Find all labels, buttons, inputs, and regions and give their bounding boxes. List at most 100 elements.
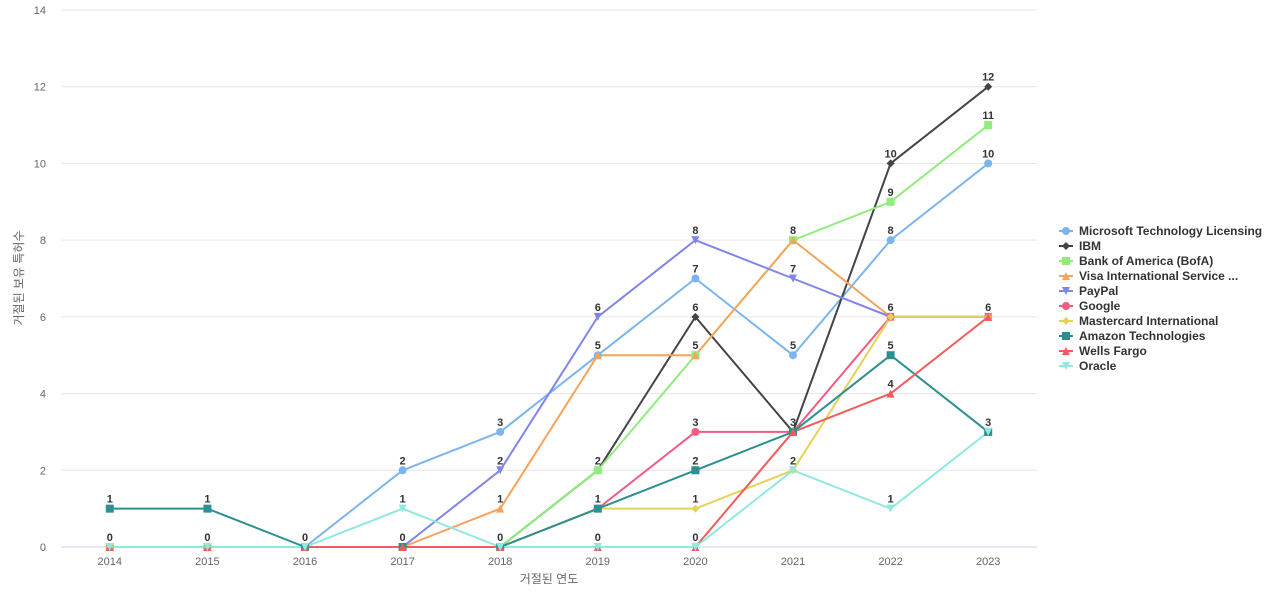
data-label: 7 bbox=[692, 264, 698, 276]
data-label: 8 bbox=[888, 225, 894, 237]
data-label: 0 bbox=[204, 532, 210, 544]
data-label: 2 bbox=[790, 455, 796, 467]
data-point bbox=[105, 504, 114, 513]
data-point bbox=[593, 351, 602, 360]
legend-label: IBM bbox=[1079, 239, 1101, 253]
data-point bbox=[886, 504, 895, 513]
series-line bbox=[108, 124, 990, 548]
data-label: 3 bbox=[497, 417, 503, 429]
legend-label: Google bbox=[1079, 299, 1121, 313]
legend-item[interactable]: Oracle bbox=[1059, 359, 1117, 373]
data-label: 1 bbox=[107, 494, 113, 506]
data-label: 0 bbox=[497, 532, 503, 544]
data-point bbox=[886, 236, 895, 245]
y-tick-label: 4 bbox=[40, 389, 46, 401]
data-point bbox=[398, 504, 407, 513]
data-label: 0 bbox=[107, 532, 113, 544]
legend-item[interactable]: IBM bbox=[1059, 239, 1101, 253]
data-label: 0 bbox=[692, 532, 698, 544]
data-label: 8 bbox=[790, 225, 796, 237]
legend-symbol bbox=[1062, 272, 1070, 280]
data-label: 5 bbox=[692, 340, 698, 352]
data-label: 1 bbox=[595, 494, 601, 506]
legend-symbol bbox=[1062, 227, 1070, 235]
data-label: 12 bbox=[982, 72, 994, 84]
data-label: 3 bbox=[692, 417, 698, 429]
data-point bbox=[984, 312, 993, 321]
y-tick-label: 10 bbox=[34, 158, 46, 170]
data-point bbox=[203, 543, 212, 551]
data-point bbox=[691, 351, 700, 360]
legend-item[interactable]: Bank of America (BofA) bbox=[1059, 254, 1213, 268]
data-label: 1 bbox=[888, 494, 894, 506]
y-tick-label: 12 bbox=[34, 82, 46, 94]
legend-symbol bbox=[1062, 332, 1070, 340]
legend-label: Amazon Technologies bbox=[1079, 329, 1206, 343]
data-point bbox=[789, 236, 797, 245]
data-label: 10 bbox=[884, 148, 896, 160]
legend-symbol bbox=[1062, 257, 1070, 265]
data-label: 0 bbox=[302, 532, 308, 544]
legend-label: Oracle bbox=[1079, 359, 1117, 373]
data-label: 9 bbox=[888, 187, 894, 199]
y-axis-ticks: 0 2 4 6 8 10 12 14 bbox=[34, 5, 46, 554]
legend-item[interactable]: Amazon Technologies bbox=[1059, 329, 1206, 343]
data-point bbox=[496, 504, 505, 513]
legend-label: PayPal bbox=[1079, 284, 1118, 298]
data-point bbox=[691, 466, 700, 475]
legend-symbol bbox=[1062, 362, 1070, 370]
data-label: 1 bbox=[497, 494, 503, 506]
data-point bbox=[691, 236, 700, 245]
legend-item[interactable]: Wells Fargo bbox=[1059, 344, 1147, 358]
data-label: 3 bbox=[790, 417, 796, 429]
data-point bbox=[984, 121, 993, 130]
series-lines bbox=[108, 85, 990, 548]
data-point bbox=[789, 274, 797, 283]
legend-symbol bbox=[1062, 287, 1070, 295]
data-point bbox=[886, 351, 895, 360]
data-point bbox=[593, 466, 602, 475]
data-label: 10 bbox=[982, 148, 994, 160]
data-point bbox=[203, 504, 212, 513]
data-label: 2 bbox=[400, 455, 406, 467]
series-line bbox=[108, 162, 990, 548]
legend-item[interactable]: Microsoft Technology Licensing bbox=[1059, 224, 1262, 238]
data-point bbox=[984, 82, 993, 91]
data-label: 2 bbox=[595, 455, 601, 467]
legend-item[interactable]: Mastercard International bbox=[1059, 314, 1218, 328]
data-label: 6 bbox=[595, 302, 601, 314]
data-point bbox=[886, 159, 895, 168]
data-label: 5 bbox=[888, 340, 894, 352]
data-label: 6 bbox=[888, 302, 894, 314]
series-markers bbox=[105, 82, 993, 551]
data-point bbox=[301, 543, 309, 551]
x-tick-label: 2017 bbox=[390, 556, 414, 568]
data-point bbox=[886, 312, 895, 321]
x-axis-ticks: 2014 2015 2016 2017 2018 2019 2020 2021 2022 2023 bbox=[98, 556, 1001, 568]
data-point bbox=[496, 466, 505, 475]
data-label: 5 bbox=[595, 340, 601, 352]
data-label: 3 bbox=[985, 417, 991, 429]
legend-label: Bank of America (BofA) bbox=[1079, 254, 1213, 268]
x-tick-label: 2022 bbox=[878, 556, 902, 568]
legend-item[interactable]: PayPal bbox=[1059, 284, 1118, 298]
x-tick-label: 2019 bbox=[586, 556, 610, 568]
data-point bbox=[593, 312, 602, 321]
y-tick-label: 8 bbox=[40, 235, 46, 247]
legend-item[interactable]: Google bbox=[1059, 299, 1121, 313]
data-point bbox=[593, 543, 602, 551]
legend-item[interactable]: Visa International Service ... bbox=[1059, 269, 1238, 283]
x-tick-label: 2016 bbox=[293, 556, 317, 568]
y-tick-label: 14 bbox=[34, 5, 46, 17]
data-point bbox=[984, 159, 993, 168]
data-point bbox=[789, 351, 797, 360]
x-tick-label: 2015 bbox=[195, 556, 219, 568]
data-label: 0 bbox=[595, 532, 601, 544]
y-tick-label: 6 bbox=[40, 312, 46, 324]
data-label: 0 bbox=[400, 532, 406, 544]
data-point bbox=[886, 197, 895, 206]
data-point bbox=[398, 543, 407, 551]
data-point bbox=[593, 504, 602, 513]
